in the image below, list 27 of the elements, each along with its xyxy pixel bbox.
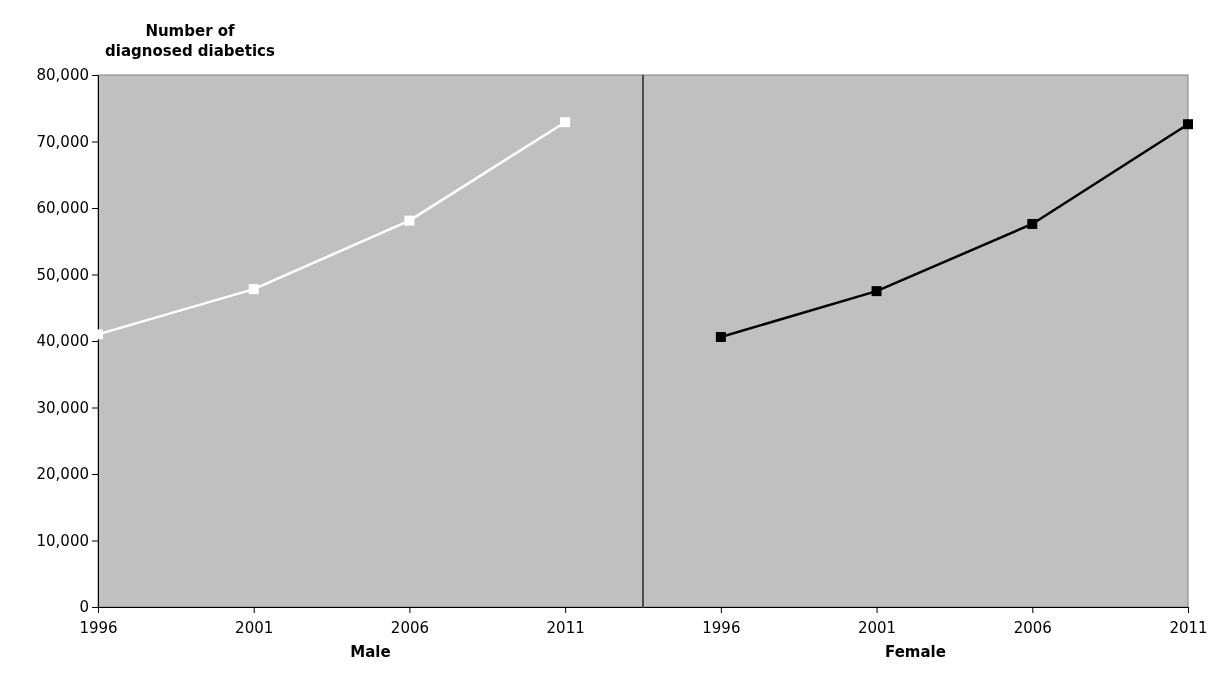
x-tick-label: 2006 [1013, 618, 1052, 637]
point [1027, 218, 1038, 229]
x-axis-title: Male [350, 643, 391, 661]
y-tick-label: 70,000 [36, 132, 89, 151]
y-tick-label: 20,000 [36, 465, 89, 484]
x-tick-label: 2006 [390, 618, 430, 637]
point [1183, 119, 1193, 130]
y-tick-label: 50,000 [36, 265, 89, 284]
x-tick-label: 1996 [79, 618, 118, 637]
x-tick-label: 1996 [702, 618, 741, 637]
x-axis-title: Female [885, 643, 946, 661]
y-tick-label: 30,000 [36, 398, 89, 417]
y-tick-label: 80,000 [36, 66, 89, 85]
y-tick-label: 10,000 [36, 531, 89, 550]
x-tick-label: 2011 [1169, 618, 1208, 637]
point [871, 286, 882, 297]
point [404, 215, 415, 226]
point [715, 332, 726, 343]
point [560, 117, 571, 128]
y-tick-label: 40,000 [36, 332, 89, 351]
x-tick-label: 2001 [857, 618, 897, 637]
x-tick-label: 2011 [546, 618, 585, 637]
point [248, 284, 259, 295]
y-axis-title: Number of diagnosed diabetics [105, 22, 275, 61]
x-tick-label: 2001 [235, 618, 274, 637]
y-tick-label: 0 [79, 598, 89, 617]
y-tick-label: 60,000 [36, 199, 89, 218]
